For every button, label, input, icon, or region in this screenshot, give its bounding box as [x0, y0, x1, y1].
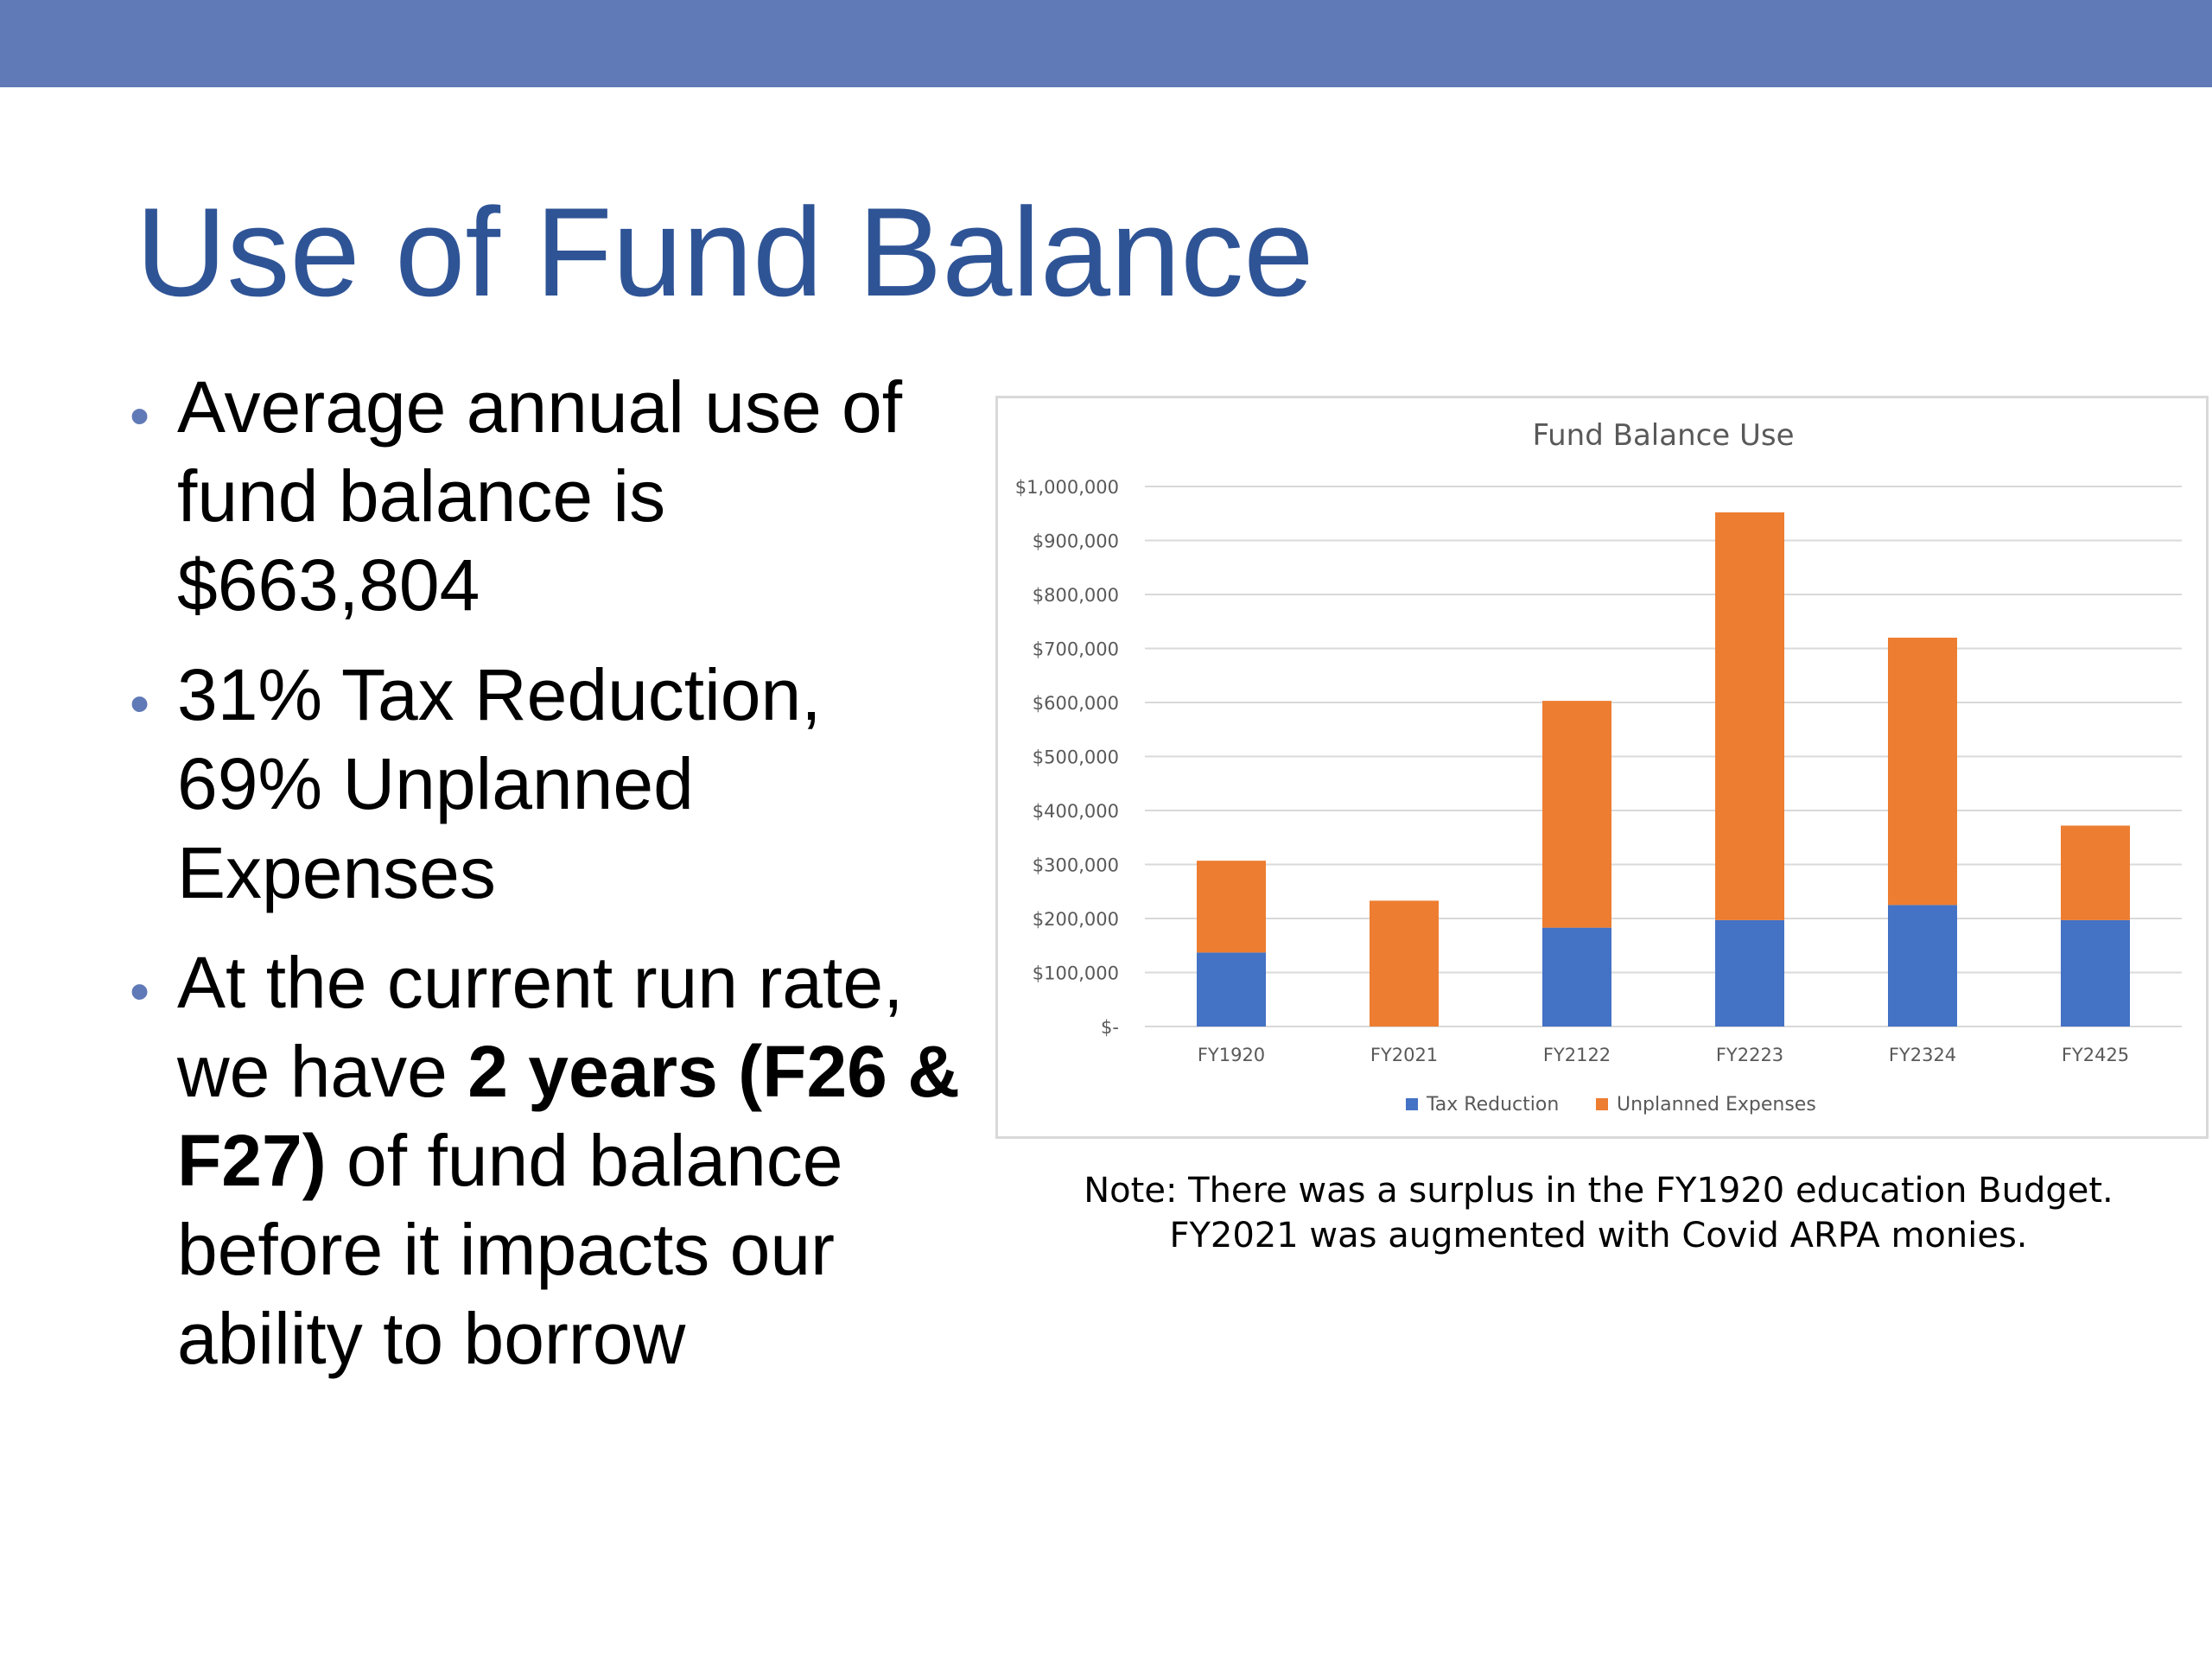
slide-title: Use of Fund Balance [136, 181, 1314, 322]
bar-tax-reduction [1715, 919, 1784, 1027]
bullet-item: • Average annual use of fund balance is $… [130, 363, 985, 630]
bullet-text: At the current run rate, we have 2 years… [177, 938, 985, 1383]
y-tick-label: $500,000 [1033, 747, 1119, 768]
fund-balance-chart: Fund Balance Use $- $100,000 $200,000 $300,0… [1015, 418, 2182, 1116]
y-tick-label: $300,000 [1033, 855, 1119, 876]
y-tick-label: $900,000 [1033, 531, 1119, 552]
y-tick-label: $1,000,000 [1015, 477, 1119, 498]
bullet-marker: • [130, 384, 150, 448]
bullet-marker: • [130, 671, 150, 735]
note-line-2: FY2021 was augmented with Covid ARPA mon… [1169, 1216, 2028, 1255]
bullet-segment: At the current run rate, we have [177, 942, 904, 1112]
bar-unplanned-expenses [1197, 861, 1266, 953]
x-tick-label: FY2122 [1543, 1045, 1611, 1065]
legend-label: Unplanned Expenses [1617, 1094, 1816, 1116]
bar-tax-reduction [1888, 905, 1957, 1027]
legend-swatch [1406, 1098, 1418, 1110]
bullet-text: Average annual use of fund balance is $6… [177, 363, 985, 630]
bar-unplanned-expenses [1542, 701, 1611, 928]
top-banner [0, 0, 2212, 87]
legend-label: Tax Reduction [1426, 1094, 1559, 1116]
bar-tax-reduction [1542, 927, 1611, 1027]
chart-frame: Fund Balance Use $- $100,000 $200,000 $300,0… [995, 396, 2209, 1139]
bullet-segment: Average annual use of fund balance is $6… [177, 366, 903, 626]
y-tick-label: $- [1101, 1017, 1119, 1038]
bar-tax-reduction [2061, 919, 2130, 1027]
y-tick-label: $400,000 [1033, 801, 1119, 822]
y-tick-label: $200,000 [1033, 909, 1119, 930]
bar-unplanned-expenses [1715, 512, 1784, 920]
x-tick-label: FY1920 [1198, 1045, 1265, 1065]
bullet-item: • 31% Tax Reduction, 69% Unplanned Expens… [130, 651, 985, 918]
y-tick-label: $600,000 [1033, 693, 1119, 714]
note-line-1: Note: There was a surplus in the FY1920 … [1084, 1171, 2113, 1211]
x-tick-label: FY2425 [2062, 1045, 2129, 1065]
chart-title: Fund Balance Use [1532, 418, 1794, 453]
bar-unplanned-expenses [1370, 900, 1439, 1027]
bullet-marker: • [130, 959, 150, 1023]
legend-swatch [1596, 1098, 1608, 1110]
x-tick-label: FY2021 [1370, 1045, 1438, 1065]
bullet-list: • Average annual use of fund balance is $… [130, 363, 985, 1404]
y-tick-label: $800,000 [1033, 585, 1119, 606]
bar-unplanned-expenses [2061, 825, 2130, 920]
x-tick-label: FY2324 [1889, 1045, 1956, 1065]
chart-note: Note: There was a surplus in the FY1920 … [1028, 1168, 2169, 1258]
y-tick-label: $700,000 [1033, 639, 1119, 660]
bullet-segment: of fund balance before it impacts our ab… [177, 1120, 843, 1379]
bullet-text: 31% Tax Reduction, 69% Unplanned Expense… [177, 651, 985, 918]
bullet-segment: 31% Tax Reduction, 69% Unplanned Expense… [177, 654, 822, 913]
x-tick-label: FY2223 [1716, 1045, 1783, 1065]
y-tick-label: $100,000 [1033, 963, 1119, 984]
bullet-item: • At the current run rate, we have 2 year… [130, 938, 985, 1383]
bar-tax-reduction [1197, 952, 1266, 1027]
bar-unplanned-expenses [1888, 638, 1957, 906]
bullet-emphasis: 2 years (F26 & F27) [177, 1031, 960, 1201]
